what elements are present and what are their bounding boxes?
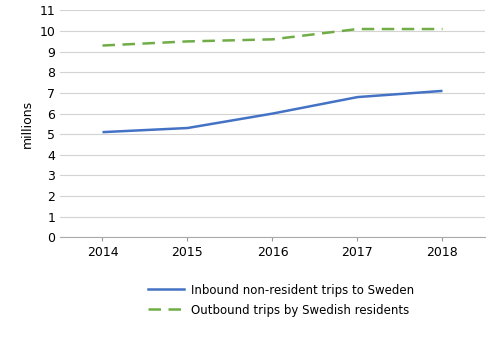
Outbound trips by Swedish residents	[440, 27, 446, 31]
Outbound trips by Swedish residents	[184, 39, 190, 44]
Outbound trips by Swedish residents	[354, 27, 360, 31]
Line: Outbound trips by Swedish residents: Outbound trips by Swedish residents	[102, 29, 442, 45]
Inbound non-resident trips to Sweden	[270, 111, 276, 116]
Outbound trips by Swedish residents	[100, 43, 105, 47]
Legend: Inbound non-resident trips to Sweden, Outbound trips by Swedish residents: Inbound non-resident trips to Sweden, Ou…	[148, 284, 414, 317]
Outbound trips by Swedish residents	[270, 37, 276, 42]
Inbound non-resident trips to Sweden	[354, 95, 360, 99]
Inbound non-resident trips to Sweden	[100, 130, 105, 134]
Inbound non-resident trips to Sweden	[440, 89, 446, 93]
Y-axis label: millions: millions	[20, 100, 34, 148]
Line: Inbound non-resident trips to Sweden: Inbound non-resident trips to Sweden	[102, 91, 442, 132]
Inbound non-resident trips to Sweden	[184, 126, 190, 130]
